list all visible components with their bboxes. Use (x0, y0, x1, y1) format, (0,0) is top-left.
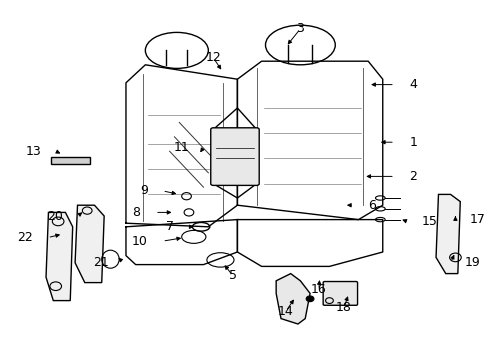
Text: 18: 18 (335, 301, 351, 314)
FancyBboxPatch shape (323, 282, 357, 305)
Text: 17: 17 (469, 213, 485, 226)
Text: 13: 13 (25, 145, 41, 158)
Text: 16: 16 (310, 283, 326, 296)
Ellipse shape (305, 296, 313, 302)
Text: 5: 5 (228, 269, 236, 282)
Polygon shape (51, 157, 89, 164)
Polygon shape (75, 205, 104, 283)
Text: 4: 4 (408, 78, 416, 91)
Text: 14: 14 (277, 305, 293, 318)
Text: 21: 21 (93, 256, 109, 269)
Text: 19: 19 (464, 256, 480, 269)
Text: 11: 11 (173, 141, 188, 154)
Polygon shape (435, 194, 459, 274)
Text: 8: 8 (132, 206, 140, 219)
Text: 3: 3 (296, 22, 304, 35)
Text: 12: 12 (205, 51, 221, 64)
Polygon shape (276, 274, 309, 324)
Text: 10: 10 (132, 235, 147, 248)
Text: 6: 6 (367, 199, 375, 212)
Text: 22: 22 (17, 231, 33, 244)
Text: 15: 15 (421, 215, 436, 228)
Text: 9: 9 (140, 184, 147, 197)
FancyBboxPatch shape (210, 128, 259, 185)
Text: 2: 2 (408, 170, 416, 183)
Text: 7: 7 (166, 220, 174, 233)
Text: 1: 1 (408, 136, 416, 149)
Polygon shape (46, 212, 73, 301)
Text: 20: 20 (47, 210, 63, 222)
